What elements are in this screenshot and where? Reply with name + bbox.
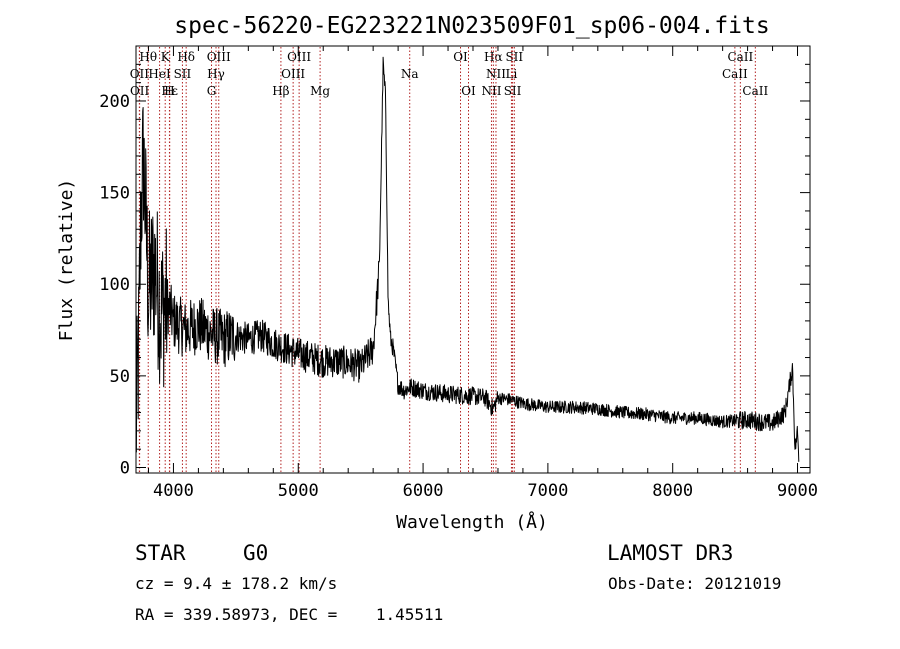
line-label: Hθ — [139, 50, 157, 64]
x-tick-label: 6000 — [403, 481, 444, 501]
y-tick-label: 50 — [110, 367, 130, 387]
line-label: CaII — [727, 50, 753, 64]
line-label: OIII — [281, 67, 305, 81]
plot-frame — [135, 45, 811, 474]
line-label: G — [207, 84, 217, 98]
x-tick-label: 4000 — [153, 481, 194, 501]
line-label: OIII — [287, 50, 311, 64]
obs-date: Obs-Date: 20121019 — [608, 574, 782, 593]
line-label: Li — [506, 67, 518, 81]
line-label: K — [161, 50, 171, 64]
line-label: HeI — [148, 67, 171, 81]
object-subclass: G0 — [243, 541, 269, 565]
line-label: OI — [461, 84, 476, 98]
line-label: SII — [505, 50, 523, 64]
line-label: Hβ — [272, 84, 289, 98]
spectrum-line — [135, 56, 800, 462]
line-label: SII — [174, 67, 192, 81]
y-tick-label: 150 — [99, 184, 130, 204]
line-label: Na — [401, 67, 419, 81]
x-tick-label: 8000 — [652, 481, 693, 501]
y-tick-label: 100 — [99, 275, 130, 295]
line-label: OII — [130, 67, 150, 81]
line-label: Mg — [310, 84, 330, 98]
line-label: NII — [481, 84, 501, 98]
survey-label: LAMOST DR3 — [607, 541, 734, 565]
object-class: STAR — [135, 541, 186, 565]
line-label: CaII — [742, 84, 768, 98]
line-label: SII — [504, 84, 522, 98]
chart-title: spec-56220-EG223221N023509F01_sp06-004.f… — [174, 13, 769, 39]
axes: 4000 5000 6000 7000 8000 9000 0 50 100 150 200 — [99, 46, 818, 501]
y-tick-label: 200 — [99, 92, 130, 112]
ra-dec: RA = 339.58973, DEC = 1.45511 — [135, 605, 444, 624]
line-label: Hγ — [207, 67, 225, 81]
x-tick-label: 7000 — [527, 481, 568, 501]
line-label: Hε — [161, 84, 178, 98]
y-tick-label: 0 — [120, 459, 130, 479]
x-axis-label: Wavelength (Å) — [396, 511, 548, 533]
line-label: H — [164, 84, 174, 98]
x-tick-label: 5000 — [278, 481, 319, 501]
line-label: OII — [130, 84, 150, 98]
line-label: CaII — [722, 67, 748, 81]
x-tick-label: 9000 — [777, 481, 818, 501]
line-label: OIII — [207, 50, 231, 64]
line-label: OI — [453, 50, 468, 64]
line-label: Hα — [484, 50, 503, 64]
line-label: Hδ — [177, 50, 195, 64]
y-axis-label: Flux (relative) — [56, 179, 77, 342]
line-label: NII — [486, 67, 506, 81]
redshift-text: cz = 9.4 ± 178.2 km/s — [135, 574, 338, 593]
